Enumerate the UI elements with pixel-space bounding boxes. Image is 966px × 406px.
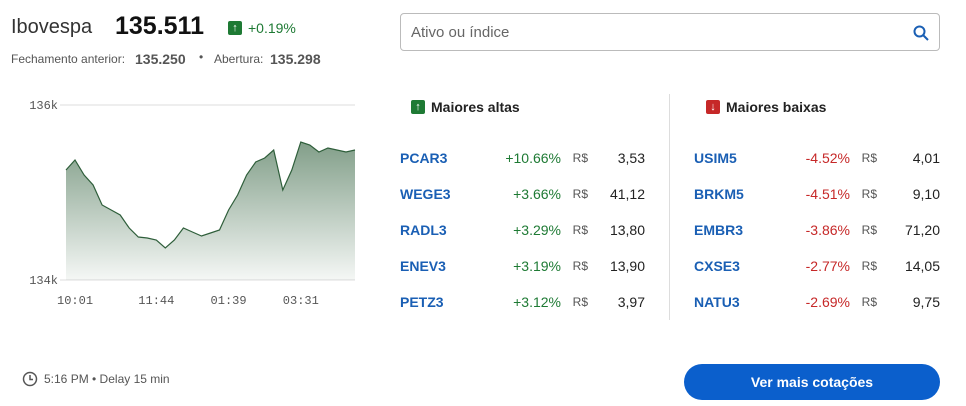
price: 13,80 <box>609 222 645 238</box>
currency: R$ <box>861 187 877 201</box>
quote-row[interactable]: PCAR3 +10.66% R$ 3,53 <box>400 150 650 170</box>
quote-row[interactable]: RADL3 +3.29% R$ 13,80 <box>400 222 650 242</box>
price: 41,12 <box>609 186 645 202</box>
y-tick-label: 134k <box>29 274 58 288</box>
chart: 134k 136k 10:01 11:44 01:39 03:31 <box>29 99 356 308</box>
change: -2.77% <box>805 258 850 274</box>
change: +3.19% <box>513 258 561 274</box>
quote-row[interactable]: CXSE3 -2.77% R$ 14,05 <box>694 258 944 278</box>
change: +3.12% <box>513 294 561 310</box>
quote-row[interactable]: BRKM5 -4.51% R$ 9,10 <box>694 186 944 206</box>
x-tick-label: 03:31 <box>283 294 319 308</box>
change: -4.52% <box>805 150 850 166</box>
ticker: EMBR3 <box>694 222 744 238</box>
quote-row[interactable]: WEGE3 +3.66% R$ 41,12 <box>400 186 650 206</box>
price: 4,01 <box>912 150 940 166</box>
quote-row[interactable]: USIM5 -4.52% R$ 4,01 <box>694 150 944 170</box>
search-icon <box>913 25 929 41</box>
price: 9,75 <box>912 294 940 310</box>
open: 135.298 <box>270 51 321 67</box>
change: -4.51% <box>805 186 850 202</box>
more-quotes-button[interactable]: Ver mais cotações <box>684 364 940 400</box>
ticker: WEGE3 <box>400 186 451 202</box>
index-name: Ibovespa <box>11 16 93 38</box>
change: +3.29% <box>513 222 561 238</box>
currency: R$ <box>861 223 877 237</box>
quote-row[interactable]: NATU3 -2.69% R$ 9,75 <box>694 294 944 314</box>
area <box>66 142 355 280</box>
open-label: Abertura: <box>214 52 264 66</box>
price: 14,05 <box>904 258 940 274</box>
line <box>65 141 356 249</box>
change: -3.86% <box>805 222 850 238</box>
search-box[interactable]: Ativo ou índice <box>400 13 940 51</box>
ticker: NATU3 <box>694 294 740 310</box>
change: +10.66% <box>505 150 561 166</box>
down-icon: ↓ <box>706 100 720 114</box>
prev-close-label: Fechamento anterior: <box>11 52 126 66</box>
currency: R$ <box>572 187 588 201</box>
index-change: +0.19% <box>248 20 296 36</box>
prev-close: 135.250 <box>135 51 186 67</box>
x-tick-label: 01:39 <box>211 294 247 308</box>
gainers-title: Maiores altas <box>431 99 520 115</box>
clock-icon <box>22 371 38 387</box>
x-tick-label: 10:01 <box>57 294 93 308</box>
losers-title: Maiores baixas <box>726 99 827 115</box>
currency: R$ <box>572 223 588 237</box>
divider <box>669 94 670 320</box>
index-value: 135.511 <box>115 12 204 40</box>
up-icon: ↑ <box>411 100 425 114</box>
delay-note: 5:16 PM • Delay 15 min <box>44 372 170 386</box>
currency: R$ <box>861 259 877 273</box>
currency: R$ <box>572 295 588 309</box>
quote-row[interactable]: EMBR3 -3.86% R$ 71,20 <box>694 222 944 242</box>
currency: R$ <box>861 151 877 165</box>
ticker: USIM5 <box>694 150 737 166</box>
price: 9,10 <box>912 186 940 202</box>
price: 71,20 <box>904 222 940 238</box>
up-icon: ↑ <box>228 21 242 35</box>
y-tick-label: 136k <box>29 99 58 113</box>
price: 13,90 <box>609 258 645 274</box>
ticker: PETZ3 <box>400 294 444 310</box>
currency: R$ <box>572 259 588 273</box>
search-placeholder: Ativo ou índice <box>411 24 510 41</box>
quote-row[interactable]: ENEV3 +3.19% R$ 13,90 <box>400 258 650 278</box>
ticker: ENEV3 <box>400 258 446 274</box>
quote-row[interactable]: PETZ3 +3.12% R$ 3,97 <box>400 294 650 314</box>
change: +3.66% <box>513 186 561 202</box>
separator: • <box>199 50 204 64</box>
change: -2.69% <box>805 294 850 310</box>
x-tick-label: 11:44 <box>138 294 174 308</box>
currency: R$ <box>861 295 877 309</box>
ticker: RADL3 <box>400 222 447 238</box>
currency: R$ <box>572 151 588 165</box>
price: 3,97 <box>617 294 645 310</box>
ticker: BRKM5 <box>694 186 744 202</box>
ticker: CXSE3 <box>694 258 740 274</box>
ticker: PCAR3 <box>400 150 448 166</box>
price: 3,53 <box>617 150 645 166</box>
